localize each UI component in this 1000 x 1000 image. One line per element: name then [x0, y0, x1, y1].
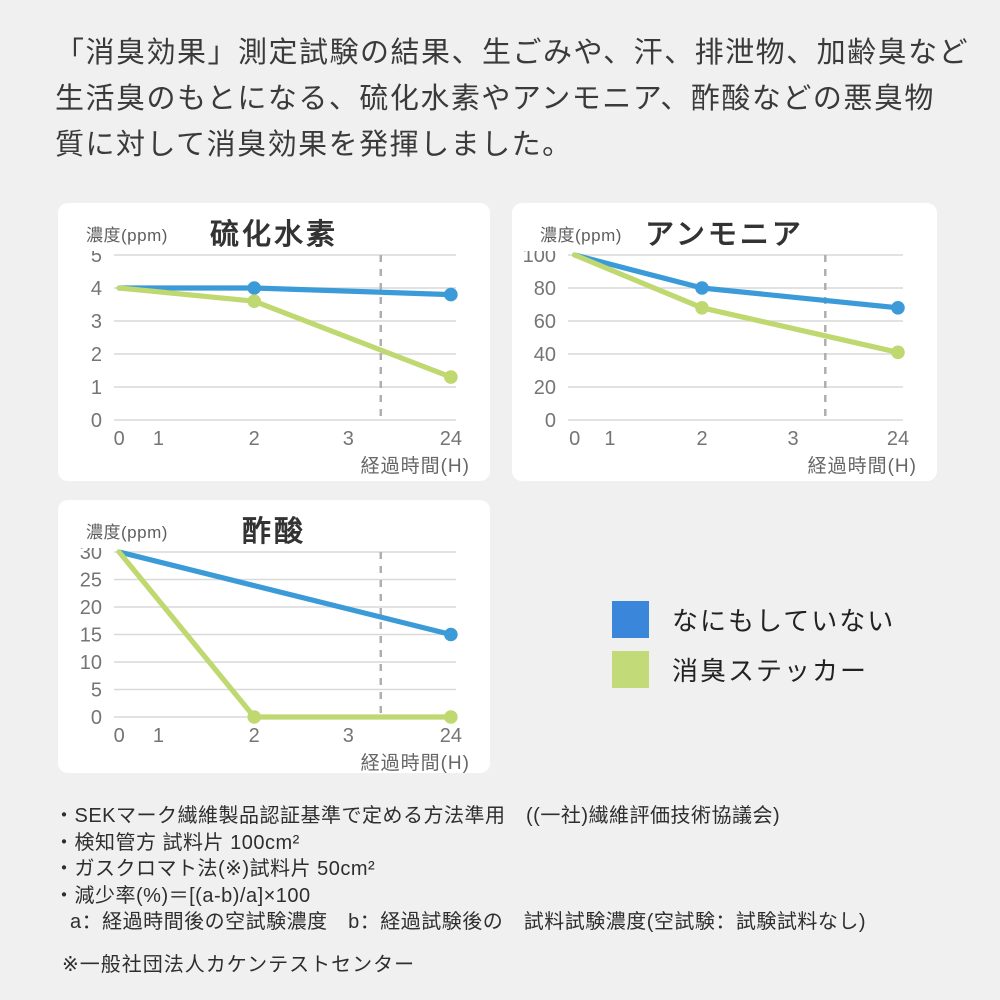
svg-text:0: 0 — [569, 428, 580, 450]
footnote-line: a：経過時間後の空試験濃度 b：経過試験後の 試料試験濃度(空試験：試験試料なし… — [70, 911, 867, 933]
svg-text:25: 25 — [80, 570, 102, 592]
legend-item-untreated: なにもしていない — [612, 601, 895, 638]
footnote-line: ・ガスクロマト法(※)試料片 50cm² — [54, 858, 376, 880]
svg-text:0: 0 — [114, 725, 125, 747]
chart-title-hydrogen-sulfide: 硫化水素 — [209, 219, 338, 251]
intro-line-3: 質に対して消臭効果を発揮しました。 — [55, 129, 573, 161]
svg-text:1: 1 — [604, 428, 615, 450]
svg-text:100: 100 — [523, 251, 556, 267]
svg-text:0: 0 — [91, 410, 102, 432]
line-chart-ammonia: 100 80 60 40 20 00 1 2 3 24 経過時間(H) — [523, 251, 917, 477]
y-axis-unit-label: 濃度(ppm) — [540, 226, 622, 245]
svg-text:3: 3 — [91, 311, 102, 333]
svg-text:3: 3 — [788, 428, 799, 450]
intro-text: 「消臭効果」測定試験の結果、生ごみや、汗、排泄物、加齢臭など 生活臭のもとになる… — [55, 30, 969, 168]
legend-label-untreated: なにもしていない — [672, 606, 896, 636]
svg-text:20: 20 — [534, 377, 556, 399]
chart-legend: なにもしていない 消臭ステッカー — [612, 601, 895, 701]
svg-text:経過時間(H): 経過時間(H) — [361, 455, 470, 477]
chart-card-ammonia: 濃度(ppm) アンモニア 100 80 60 40 20 0 0 1 2 3 24 経過時間(H) — [512, 203, 937, 481]
footnotes: ・SEKマーク繊維製品認証基準で定める方法準用 ((一社)繊維評価技術協議会) … — [54, 803, 866, 936]
svg-text:30: 30 — [80, 548, 102, 564]
svg-text:2: 2 — [696, 428, 707, 450]
legend-swatch-green — [612, 651, 649, 688]
footnote-line: ・減少率(%)＝[(a-b)/a]×100 — [54, 884, 311, 907]
legend-swatch-blue — [612, 601, 649, 638]
svg-text:2: 2 — [249, 725, 260, 747]
legend-label-deodorant-sticker: 消臭ステッカー — [672, 656, 869, 686]
svg-text:経過時間(H): 経過時間(H) — [808, 455, 917, 477]
svg-text:24: 24 — [440, 428, 462, 450]
intro-line-2: 生活臭のもとになる、硫化水素やアンモニア、酢酸などの悪臭物 — [55, 83, 935, 115]
legend-item-deodorant-sticker: 消臭ステッカー — [612, 651, 895, 688]
intro-line-1: 「消臭効果」測定試験の結果、生ごみや、汗、排泄物、加齢臭など — [55, 37, 970, 69]
svg-text:24: 24 — [887, 428, 909, 450]
svg-text:10: 10 — [80, 652, 102, 674]
chart-title-acetic-acid: 酢酸 — [241, 516, 306, 548]
svg-text:3: 3 — [343, 428, 354, 450]
svg-text:20: 20 — [80, 597, 102, 619]
footnote-line: ・検知管方 試料片 100cm² — [54, 831, 300, 854]
lab-note: ※一般社団法人カケンテストセンター — [62, 954, 416, 976]
footnote-line: ・SEKマーク繊維製品認証基準で定める方法準用 ((一社)繊維評価技術協議会) — [54, 805, 781, 827]
y-axis-unit-label: 濃度(ppm) — [86, 523, 168, 542]
svg-text:3: 3 — [343, 725, 354, 747]
svg-text:24: 24 — [440, 725, 462, 747]
chart-card-acetic-acid: 濃度(ppm) 酢酸 30 25 20 15 10 5 0 0 1 2 3 24 経過時間(H) — [58, 500, 490, 774]
line-chart-acetic-acid: 30 25 20 15 10 5 00 1 2 3 24 経過時間(H) — [80, 548, 470, 774]
line-chart-hydrogen-sulfide: 5 4 3 2 1 00 1 2 3 24 経過時間(H) — [91, 251, 470, 477]
chart-card-hydrogen-sulfide: 濃度(ppm) 硫化水素 5 4 3 2 1 0 0 1 2 3 24 経過時間(H) — [58, 203, 490, 481]
svg-text:1: 1 — [91, 377, 102, 399]
svg-text:0: 0 — [545, 410, 556, 432]
svg-text:40: 40 — [534, 344, 556, 366]
svg-text:5: 5 — [91, 680, 102, 702]
svg-text:80: 80 — [534, 278, 556, 300]
svg-text:60: 60 — [534, 311, 556, 333]
svg-text:5: 5 — [91, 251, 102, 267]
svg-text:4: 4 — [91, 278, 102, 300]
svg-text:経過時間(H): 経過時間(H) — [361, 752, 470, 774]
svg-text:15: 15 — [80, 625, 102, 647]
svg-text:2: 2 — [249, 428, 260, 450]
svg-text:0: 0 — [114, 428, 125, 450]
svg-text:1: 1 — [153, 428, 164, 450]
y-axis-unit-label: 濃度(ppm) — [86, 226, 168, 245]
chart-title-ammonia: アンモニア — [645, 219, 804, 251]
svg-text:2: 2 — [91, 344, 102, 366]
svg-text:0: 0 — [91, 707, 102, 729]
svg-text:1: 1 — [153, 725, 164, 747]
